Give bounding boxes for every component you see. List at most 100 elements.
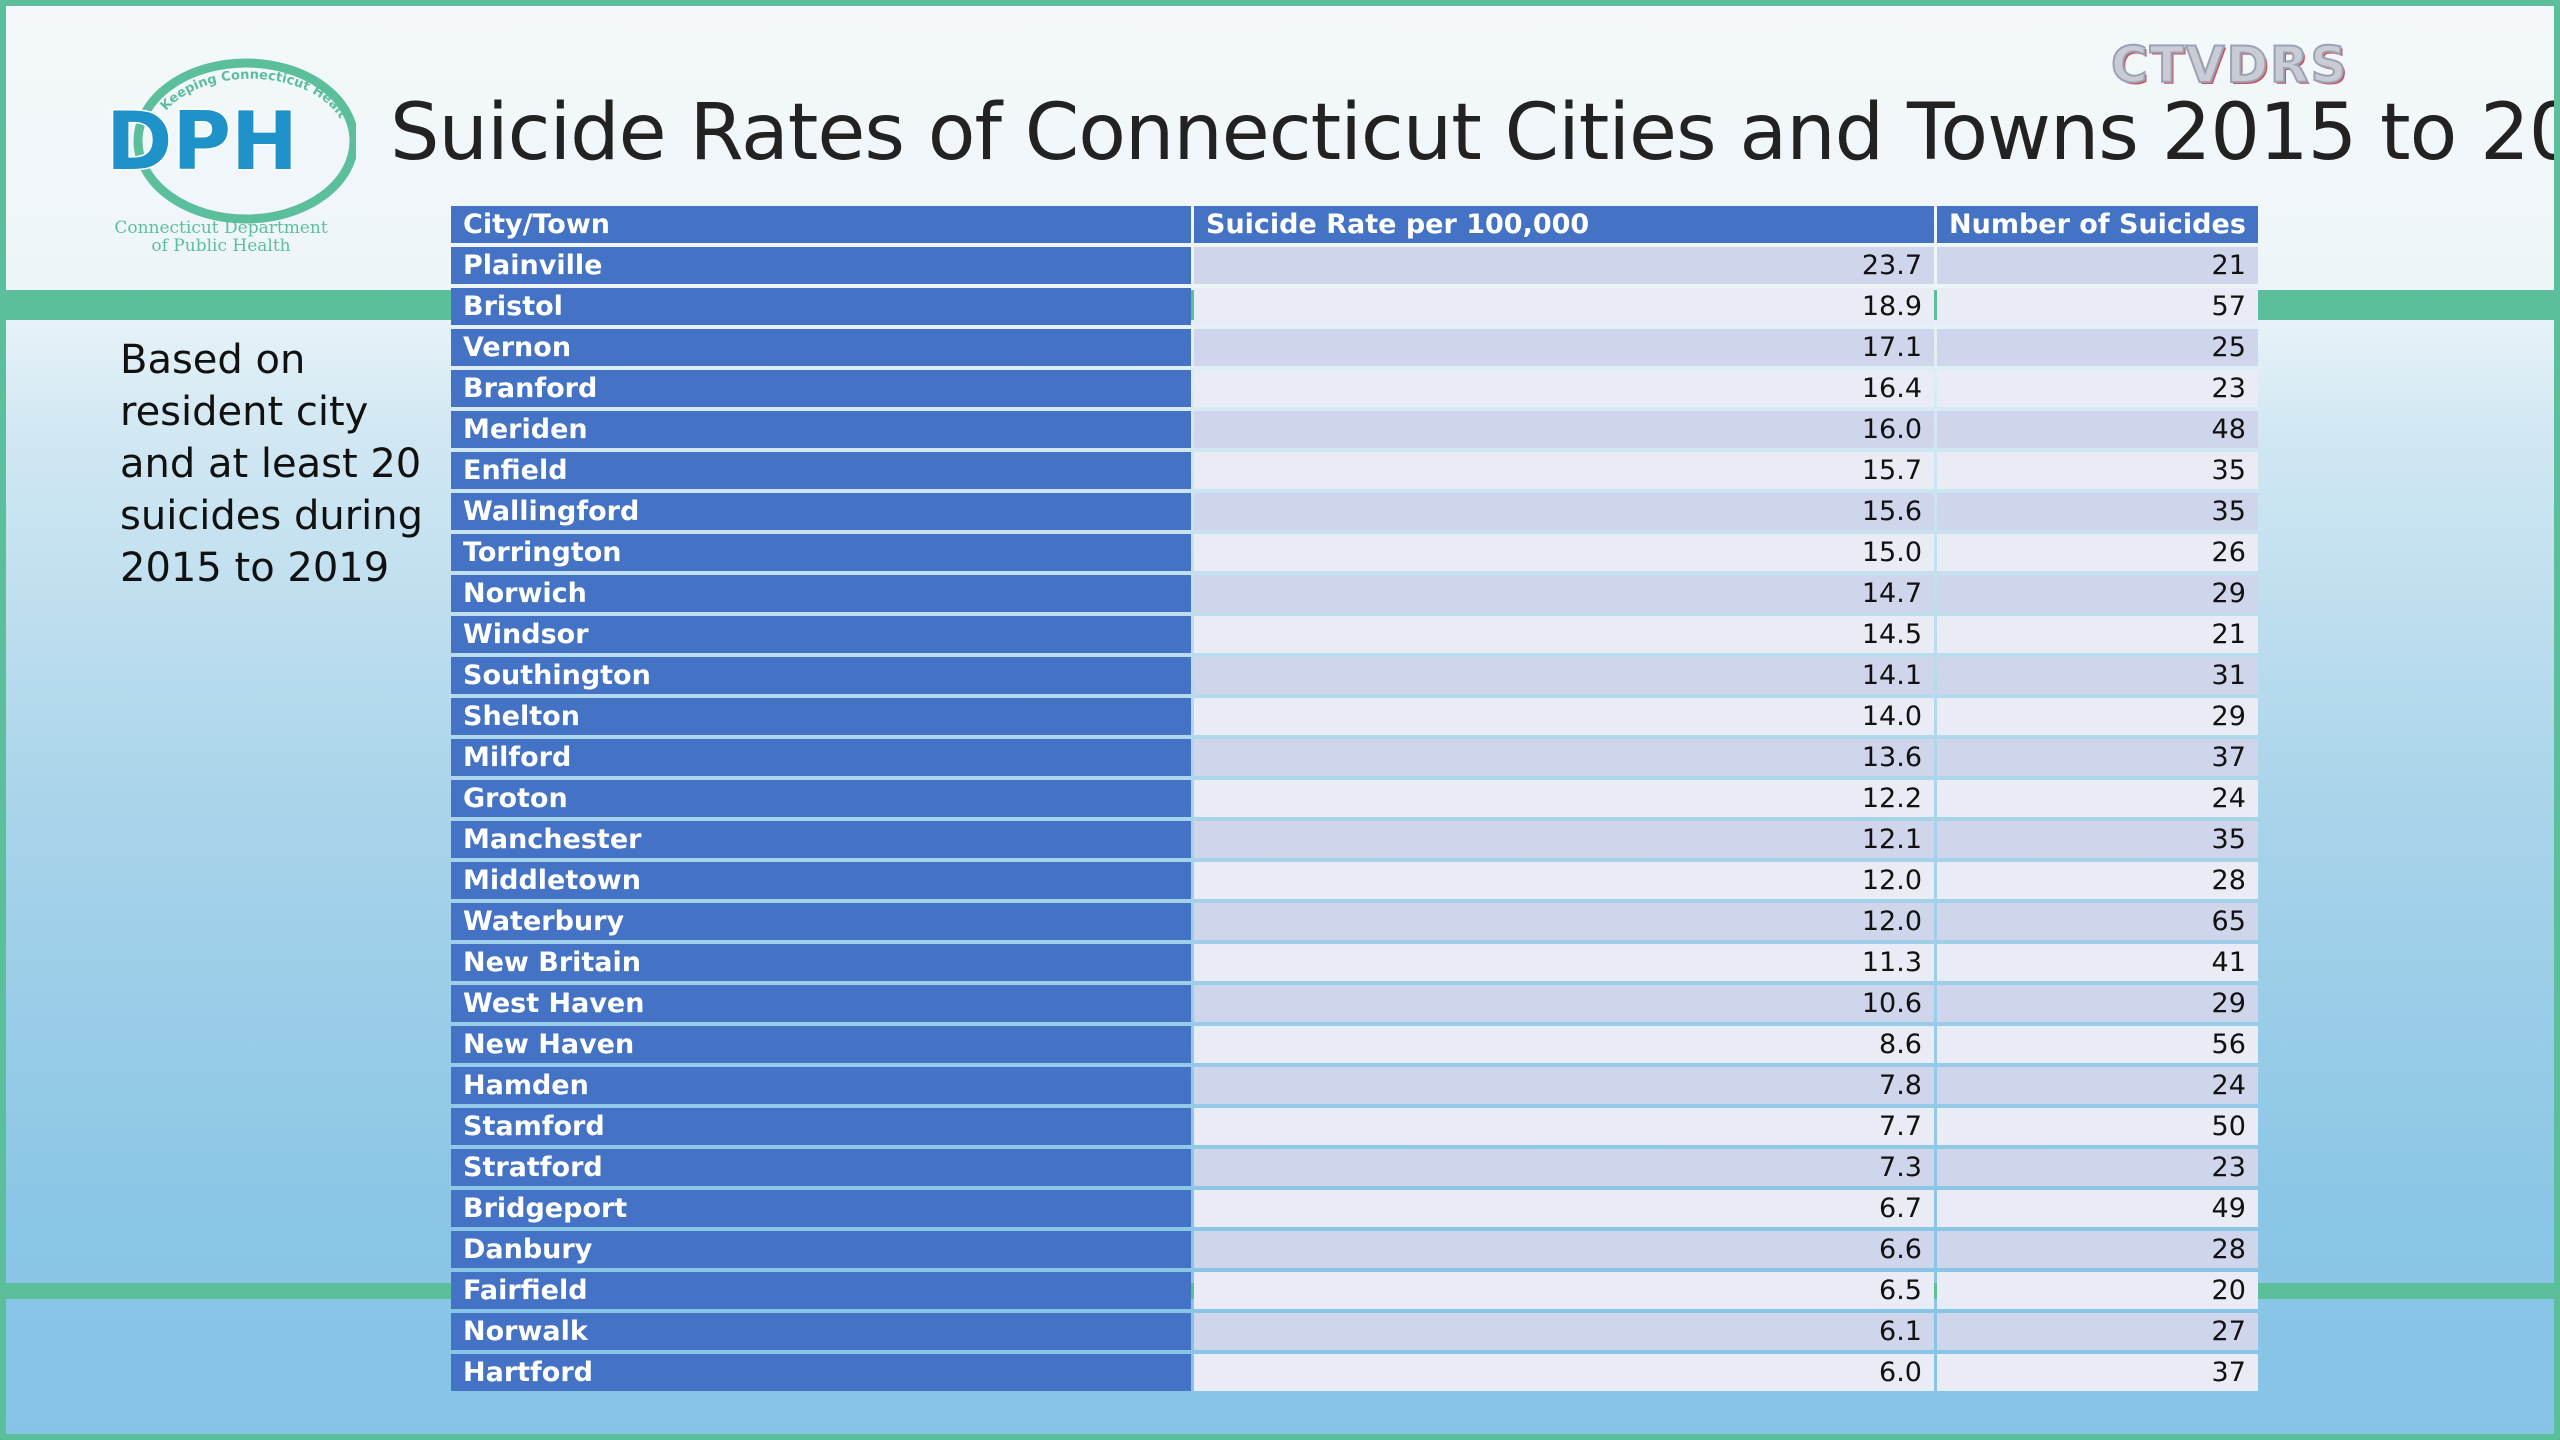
count-cell: 49 bbox=[1937, 1190, 2258, 1227]
city-cell: New Haven bbox=[451, 1026, 1191, 1063]
table-row: Branford 16.4 23 bbox=[451, 370, 2258, 407]
table-row: New Haven 8.6 56 bbox=[451, 1026, 2258, 1063]
rate-cell: 10.6 bbox=[1194, 985, 1934, 1022]
ctvdrs-brand: CTVDRS bbox=[2110, 35, 2349, 95]
rate-cell: 6.5 bbox=[1194, 1272, 1934, 1309]
table-row: West Haven 10.6 29 bbox=[451, 985, 2258, 1022]
table-row: Bristol 18.9 57 bbox=[451, 288, 2258, 325]
city-cell: Norwich bbox=[451, 575, 1191, 612]
count-cell: 31 bbox=[1937, 657, 2258, 694]
rate-cell: 14.7 bbox=[1194, 575, 1934, 612]
count-cell: 35 bbox=[1937, 452, 2258, 489]
city-cell: Danbury bbox=[451, 1231, 1191, 1268]
count-cell: 21 bbox=[1937, 247, 2258, 284]
city-cell: Vernon bbox=[451, 329, 1191, 366]
count-cell: 26 bbox=[1937, 534, 2258, 571]
logo-subtitle-line2: of Public Health bbox=[151, 236, 290, 256]
table-row: Norwich 14.7 29 bbox=[451, 575, 2258, 612]
table-row: Milford 13.6 37 bbox=[451, 739, 2258, 776]
rate-cell: 12.1 bbox=[1194, 821, 1934, 858]
rate-cell: 12.2 bbox=[1194, 780, 1934, 817]
count-cell: 21 bbox=[1937, 616, 2258, 653]
table-row: Bridgeport 6.7 49 bbox=[451, 1190, 2258, 1227]
table-row: Vernon 17.1 25 bbox=[451, 329, 2258, 366]
table-header-row: City/Town Suicide Rate per 100,000 Numbe… bbox=[451, 206, 2258, 243]
count-cell: 23 bbox=[1937, 1149, 2258, 1186]
city-cell: Waterbury bbox=[451, 903, 1191, 940]
city-cell: Norwalk bbox=[451, 1313, 1191, 1350]
rate-cell: 14.5 bbox=[1194, 616, 1934, 653]
table-row: Windsor 14.5 21 bbox=[451, 616, 2258, 653]
count-cell: 27 bbox=[1937, 1313, 2258, 1350]
city-cell: West Haven bbox=[451, 985, 1191, 1022]
table-row: Hartford 6.0 37 bbox=[451, 1354, 2258, 1391]
city-cell: Southington bbox=[451, 657, 1191, 694]
rate-cell: 15.0 bbox=[1194, 534, 1934, 571]
rate-cell: 7.3 bbox=[1194, 1149, 1934, 1186]
count-cell: 20 bbox=[1937, 1272, 2258, 1309]
table-row: New Britain 11.3 41 bbox=[451, 944, 2258, 981]
city-cell: Manchester bbox=[451, 821, 1191, 858]
rate-cell: 16.4 bbox=[1194, 370, 1934, 407]
table-row: Middletown 12.0 28 bbox=[451, 862, 2258, 899]
table-row: Wallingford 15.6 35 bbox=[451, 493, 2258, 530]
rate-cell: 7.7 bbox=[1194, 1108, 1934, 1145]
suicide-rates-table: City/Town Suicide Rate per 100,000 Numbe… bbox=[448, 202, 2261, 1395]
table-row: Southington 14.1 31 bbox=[451, 657, 2258, 694]
count-cell: 25 bbox=[1937, 329, 2258, 366]
rate-cell: 6.6 bbox=[1194, 1231, 1934, 1268]
rate-cell: 14.0 bbox=[1194, 698, 1934, 735]
count-cell: 41 bbox=[1937, 944, 2258, 981]
logo-subtitle-line1: Connecticut Department bbox=[114, 218, 327, 238]
city-cell: Bridgeport bbox=[451, 1190, 1191, 1227]
count-cell: 65 bbox=[1937, 903, 2258, 940]
rate-cell: 16.0 bbox=[1194, 411, 1934, 448]
city-cell: Middletown bbox=[451, 862, 1191, 899]
count-cell: 35 bbox=[1937, 493, 2258, 530]
city-cell: Stamford bbox=[451, 1108, 1191, 1145]
rate-cell: 17.1 bbox=[1194, 329, 1934, 366]
count-cell: 28 bbox=[1937, 1231, 2258, 1268]
table-row: Norwalk 6.1 27 bbox=[451, 1313, 2258, 1350]
table-row: Manchester 12.1 35 bbox=[451, 821, 2258, 858]
city-cell: Stratford bbox=[451, 1149, 1191, 1186]
table-row: Shelton 14.0 29 bbox=[451, 698, 2258, 735]
count-cell: 29 bbox=[1937, 575, 2258, 612]
table-row: Enfield 15.7 35 bbox=[451, 452, 2258, 489]
side-note: Based on resident city and at least 20 s… bbox=[120, 337, 424, 591]
count-cell: 37 bbox=[1937, 1354, 2258, 1391]
city-cell: Enfield bbox=[451, 452, 1191, 489]
rate-cell: 7.8 bbox=[1194, 1067, 1934, 1104]
rate-cell: 6.0 bbox=[1194, 1354, 1934, 1391]
count-cell: 56 bbox=[1937, 1026, 2258, 1063]
page-title: Suicide Rates of Connecticut Cities and … bbox=[390, 88, 2560, 178]
count-cell: 50 bbox=[1937, 1108, 2258, 1145]
count-cell: 29 bbox=[1937, 985, 2258, 1022]
city-cell: Hartford bbox=[451, 1354, 1191, 1391]
rate-cell: 12.0 bbox=[1194, 903, 1934, 940]
city-cell: Bristol bbox=[451, 288, 1191, 325]
table-row: Waterbury 12.0 65 bbox=[451, 903, 2258, 940]
dph-logo: Keeping Connecticut Healthy DPH Connecti… bbox=[91, 40, 359, 261]
rate-cell: 13.6 bbox=[1194, 739, 1934, 776]
table-body: Plainville 23.7 21 Bristol 18.9 57 Vernon 17.1 2… bbox=[451, 247, 2258, 1391]
city-cell: Milford bbox=[451, 739, 1191, 776]
rate-cell: 11.3 bbox=[1194, 944, 1934, 981]
city-cell: Hamden bbox=[451, 1067, 1191, 1104]
logo-letters: DPH bbox=[106, 95, 298, 188]
table-row: Hamden 7.8 24 bbox=[451, 1067, 2258, 1104]
rate-cell: 6.7 bbox=[1194, 1190, 1934, 1227]
city-cell: Plainville bbox=[451, 247, 1191, 284]
count-cell: 57 bbox=[1937, 288, 2258, 325]
rate-cell: 14.1 bbox=[1194, 657, 1934, 694]
city-cell: Windsor bbox=[451, 616, 1191, 653]
city-cell: Groton bbox=[451, 780, 1191, 817]
city-cell: Meriden bbox=[451, 411, 1191, 448]
table-row: Groton 12.2 24 bbox=[451, 780, 2258, 817]
table-row: Fairfield 6.5 20 bbox=[451, 1272, 2258, 1309]
city-cell: New Britain bbox=[451, 944, 1191, 981]
table-row: Stratford 7.3 23 bbox=[451, 1149, 2258, 1186]
count-cell: 24 bbox=[1937, 780, 2258, 817]
city-cell: Fairfield bbox=[451, 1272, 1191, 1309]
